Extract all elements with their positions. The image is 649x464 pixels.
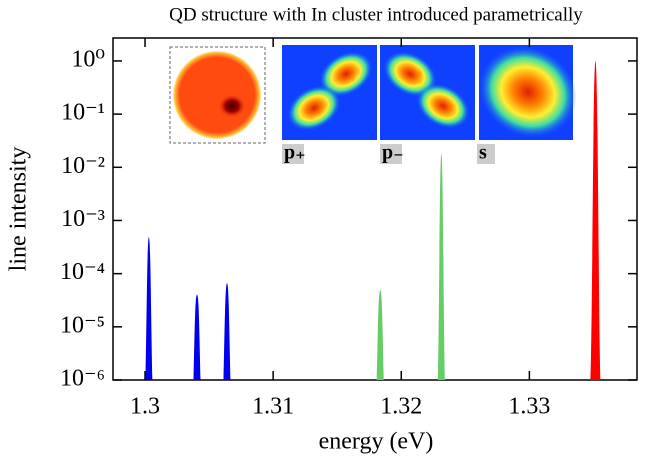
- y-tick-label: 10⁻⁴: [60, 259, 105, 285]
- inset-lobe: [479, 46, 577, 138]
- inset-lobe: [383, 51, 437, 97]
- insets: p₊ p₋ s: [169, 45, 577, 164]
- peak: [590, 60, 601, 380]
- plot-frame: [112, 37, 638, 381]
- inset-label: s: [479, 142, 487, 164]
- chart-title: QD structure with In cluster introduced …: [169, 4, 583, 25]
- peak: [193, 294, 201, 380]
- y-tick-label: 10⁻¹: [61, 100, 105, 126]
- inset-cluster: [218, 94, 246, 118]
- peak: [437, 153, 445, 380]
- x-tick-label: 1.33: [508, 394, 550, 420]
- inset-label-box: [380, 144, 402, 164]
- inset-label: p₊: [284, 142, 306, 164]
- peak: [223, 283, 231, 380]
- y-tick-label: 10⁻³: [61, 206, 105, 232]
- peak: [376, 290, 384, 380]
- inset-label-box: [282, 144, 304, 164]
- x-tick-label: 1.3: [130, 394, 160, 420]
- y-tick-label: 10⁰: [71, 46, 105, 72]
- y-axis-label: line intensity: [6, 147, 32, 272]
- inset-dot: [173, 51, 261, 139]
- peak: [145, 236, 153, 380]
- inset-lobe: [287, 85, 341, 131]
- x-axis-label: energy (eV): [319, 429, 434, 455]
- inset-label: p₋: [382, 142, 404, 164]
- x-tick-label: 1.31: [252, 394, 294, 420]
- y-tick-label: 10⁻⁵: [60, 312, 105, 338]
- inset-lobe: [319, 51, 373, 97]
- y-tick-label: 10⁻²: [61, 153, 105, 179]
- inset-label-box: [477, 144, 495, 164]
- x-tick-label: 1.32: [380, 394, 422, 420]
- y-tick-label: 10⁻⁶: [60, 366, 105, 392]
- inset-lobe: [416, 83, 470, 129]
